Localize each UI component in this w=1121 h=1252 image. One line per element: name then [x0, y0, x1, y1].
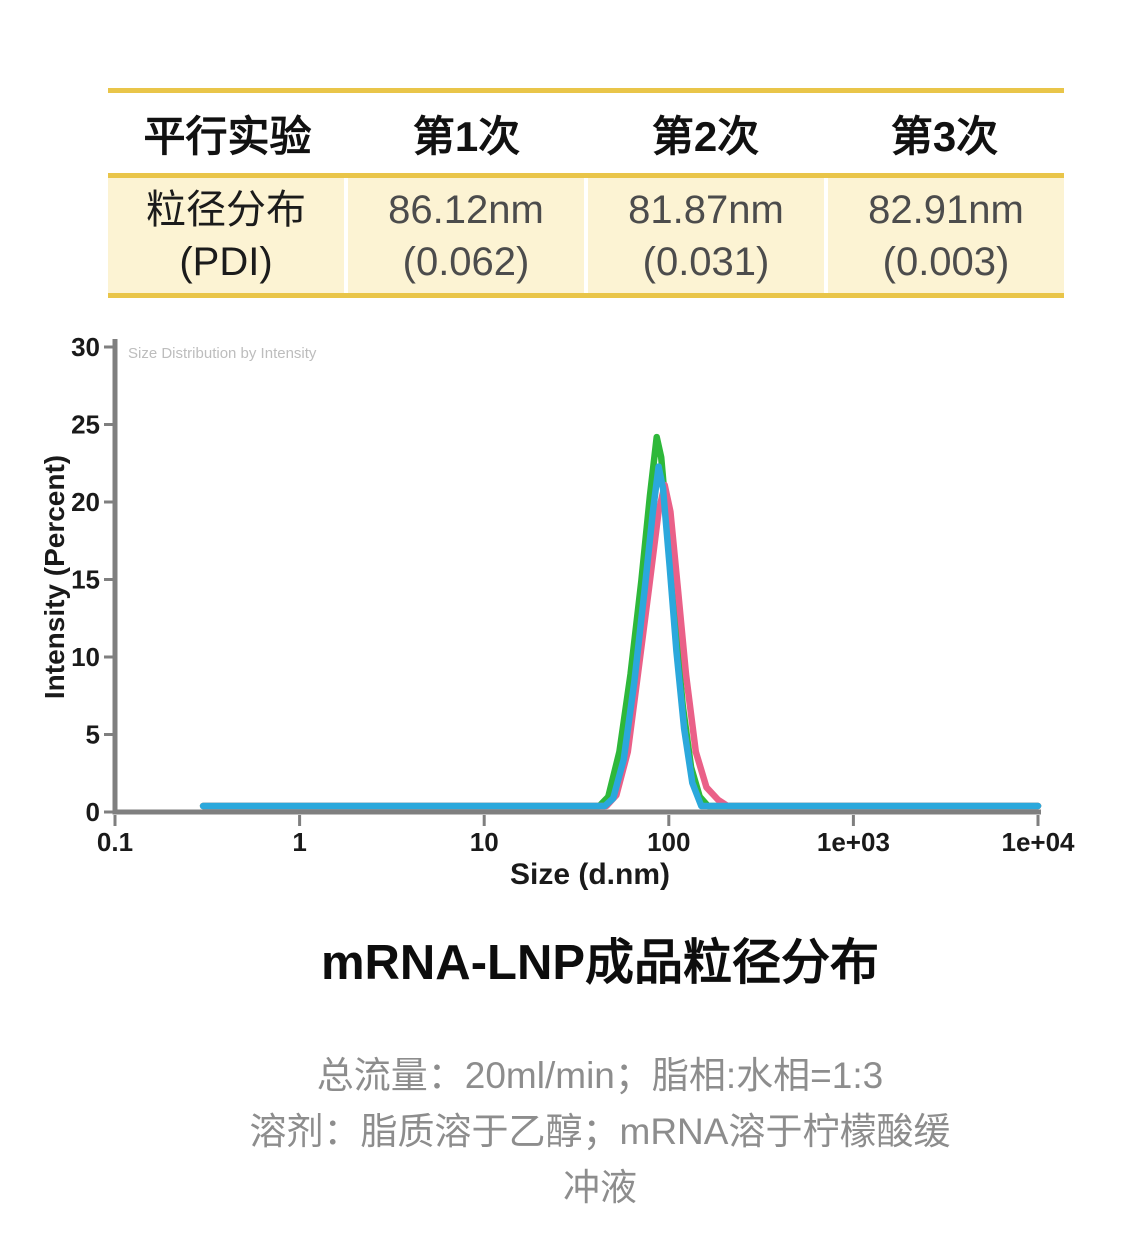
table-data-row: 粒径分布 (PDI) 86.12nm (0.062) 81.87nm (0.03…	[108, 178, 1064, 293]
run1-size-value: 86.12nm	[388, 187, 544, 232]
run3-pdi-value: (0.003)	[882, 239, 1010, 284]
header-cell-run3: 第3次	[890, 112, 999, 160]
caption-line-2: 溶剂：脂质溶于乙醇；mRNA溶于柠檬酸缓	[249, 1111, 951, 1152]
x-tick-label: 1e+03	[817, 827, 890, 857]
x-axis-title: Size (d.nm)	[510, 858, 670, 891]
caption-line-1: 总流量：20ml/min；脂相:水相=1:3	[316, 1055, 884, 1096]
run3-size-value: 82.91nm	[868, 187, 1024, 232]
series-green-curve	[199, 433, 1042, 810]
x-tick-label: 100	[647, 827, 690, 857]
run2-size-value: 81.87nm	[628, 187, 784, 232]
y-tick-label: 15	[71, 565, 100, 595]
row-label-line1: 粒径分布	[146, 187, 306, 232]
header-cell-run2: 第2次	[651, 112, 760, 160]
y-axis-title: Intensity (Percent)	[39, 455, 70, 699]
x-tick-label: 1	[292, 827, 306, 857]
y-tick-label: 25	[71, 410, 100, 440]
y-tick-label: 20	[71, 487, 100, 517]
row-label-cell: 粒径分布 (PDI)	[108, 178, 344, 293]
table-border-middle	[108, 173, 1064, 178]
y-tick-label: 0	[86, 797, 100, 827]
caption-line-3: 冲液	[563, 1167, 637, 1208]
y-tick-label: 10	[71, 642, 100, 672]
table-border-bottom	[108, 293, 1064, 298]
header-cell-experiment: 平行实验	[143, 112, 312, 160]
run2-pdi-value: (0.031)	[642, 239, 770, 284]
x-tick-label: 10	[470, 827, 499, 857]
run3-value-cell: 82.91nm (0.003)	[824, 178, 1064, 293]
run1-pdi-value: (0.062)	[402, 239, 530, 284]
table-header-row: 平行实验 第1次 第2次 第3次	[108, 93, 1064, 173]
row-label-line2: (PDI)	[179, 239, 273, 284]
series-blue-curve	[199, 463, 1042, 810]
figure-title: mRNA-LNP成品粒径分布	[320, 936, 880, 990]
y-tick-label: 5	[86, 720, 100, 750]
figure-caption: 总流量：20ml/min；脂相:水相=1:3 溶剂：脂质溶于乙醇；mRNA溶于柠…	[80, 1048, 1120, 1216]
x-tick-label: 1e+04	[1001, 827, 1075, 857]
y-tick-label: 30	[71, 332, 100, 362]
run1-value-cell: 86.12nm (0.062)	[344, 178, 584, 293]
results-table: 平行实验 第1次 第2次 第3次 粒径分布 (PDI) 86.12nm (0.0…	[108, 88, 1064, 298]
header-cell-run1: 第1次	[412, 112, 521, 160]
run2-value-cell: 81.87nm (0.031)	[584, 178, 824, 293]
x-tick-label: 0.1	[97, 827, 133, 857]
chart-inner-title: Size Distribution by Intensity	[128, 345, 317, 362]
table-border-top	[108, 88, 1064, 93]
